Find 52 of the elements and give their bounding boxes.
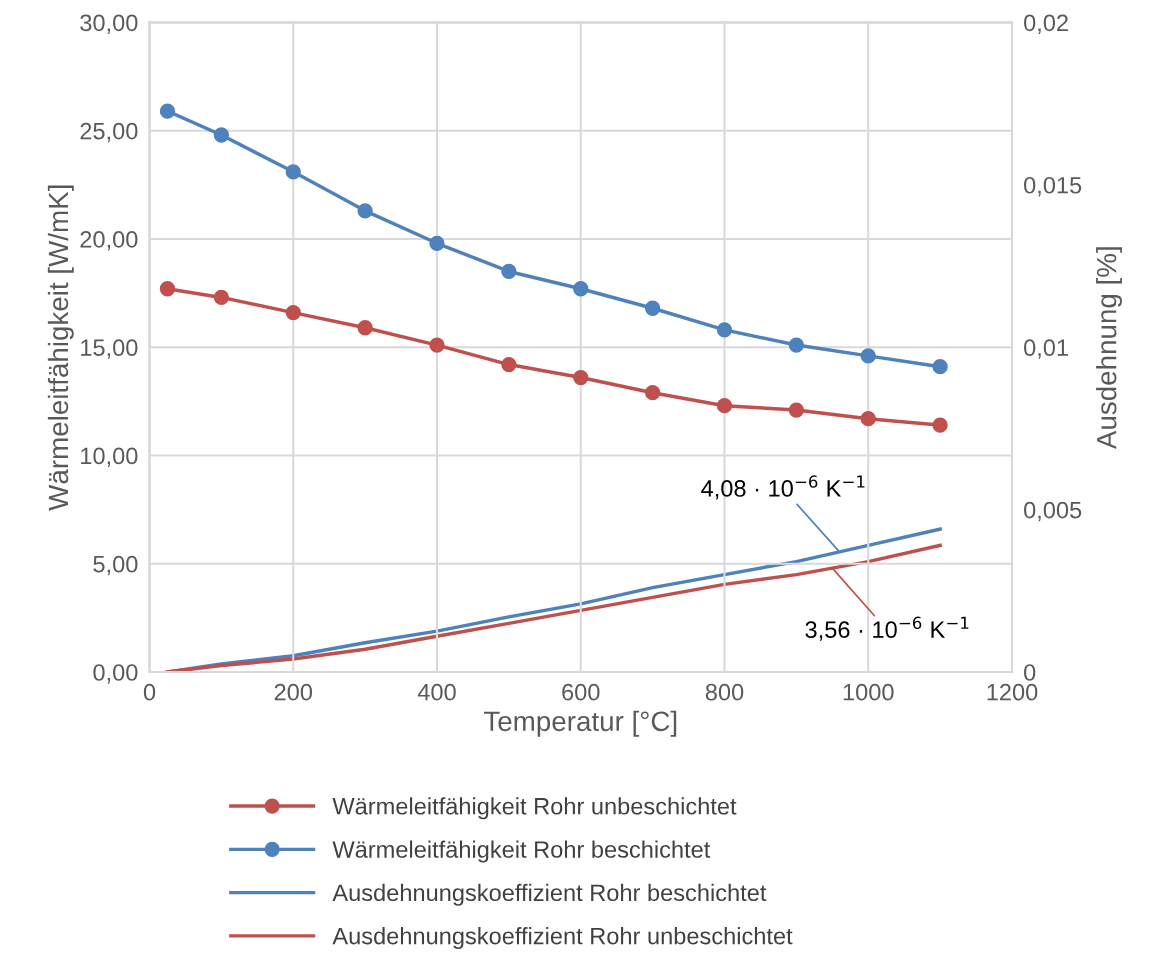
point — [285, 164, 301, 180]
y-tick-label: 20,00 — [80, 231, 138, 251]
x-tick-label: 200 — [274, 683, 313, 701]
y-tick-label: 15,00 — [81, 339, 138, 359]
point — [213, 127, 230, 143]
legend-label: Wärmeleitfähigkeit Rohr unbeschichtet — [332, 797, 737, 820]
point — [860, 348, 876, 364]
y2-tick-label: 0,005 — [1024, 501, 1082, 522]
point — [788, 402, 805, 418]
y-tick-label: 30,00 — [80, 14, 138, 34]
x-tick-label: 0 — [143, 683, 156, 701]
y-tick-label: 5,00 — [93, 555, 138, 576]
annotation: 4,08 · 10$^{−6}$ K$^{−1}$ — [701, 475, 865, 500]
y2-tick-label: 0,02 — [1024, 14, 1068, 34]
point — [644, 385, 661, 401]
y2-tick-label: 0,015 — [1024, 176, 1082, 197]
point — [429, 235, 445, 251]
x-tick-label: 400 — [417, 683, 456, 701]
y2-tick-label: 0 — [1024, 664, 1036, 681]
y-axis-title: Wärmeleitfähigkeit [W/mK] — [47, 185, 74, 511]
point — [285, 304, 301, 321]
point — [213, 289, 230, 306]
point — [932, 359, 948, 375]
point — [573, 369, 589, 386]
point — [788, 337, 805, 353]
y-tick-label: 10,00 — [81, 447, 138, 468]
point — [860, 411, 876, 427]
legend-label: Wärmeleitfähigkeit Rohr beschichtet — [332, 840, 711, 863]
point — [159, 281, 176, 297]
point — [644, 300, 661, 316]
legend-label: Ausdehnungskoeffizient Rohr unbeschichtet — [332, 927, 793, 950]
legend-label: Ausdehnungskoeffizient Rohr beschichtet — [332, 883, 767, 906]
x-tick-label: 600 — [562, 683, 600, 701]
point — [357, 320, 373, 336]
y-tick-label: 25,00 — [80, 122, 138, 143]
y2-axis-title: Ausdehnung [%] — [1096, 247, 1122, 450]
point — [932, 417, 948, 433]
annotation: 3,56 · 10$^{−6}$ K$^{−1}$ — [805, 616, 969, 641]
x-tick-label: 800 — [705, 683, 744, 701]
point — [501, 263, 517, 280]
x-axis-title: Temperatur [°C] — [483, 710, 677, 737]
x-tick-label: 1000 — [843, 683, 894, 701]
point — [357, 203, 373, 219]
point — [573, 281, 589, 297]
y-tick-label: 0,00 — [93, 664, 138, 684]
x-tick-label: 1200 — [987, 683, 1038, 701]
point — [159, 103, 176, 119]
point — [429, 337, 445, 353]
point — [716, 322, 733, 338]
point — [716, 398, 733, 414]
y2-tick-label: 0,01 — [1024, 339, 1068, 359]
point — [501, 356, 517, 373]
